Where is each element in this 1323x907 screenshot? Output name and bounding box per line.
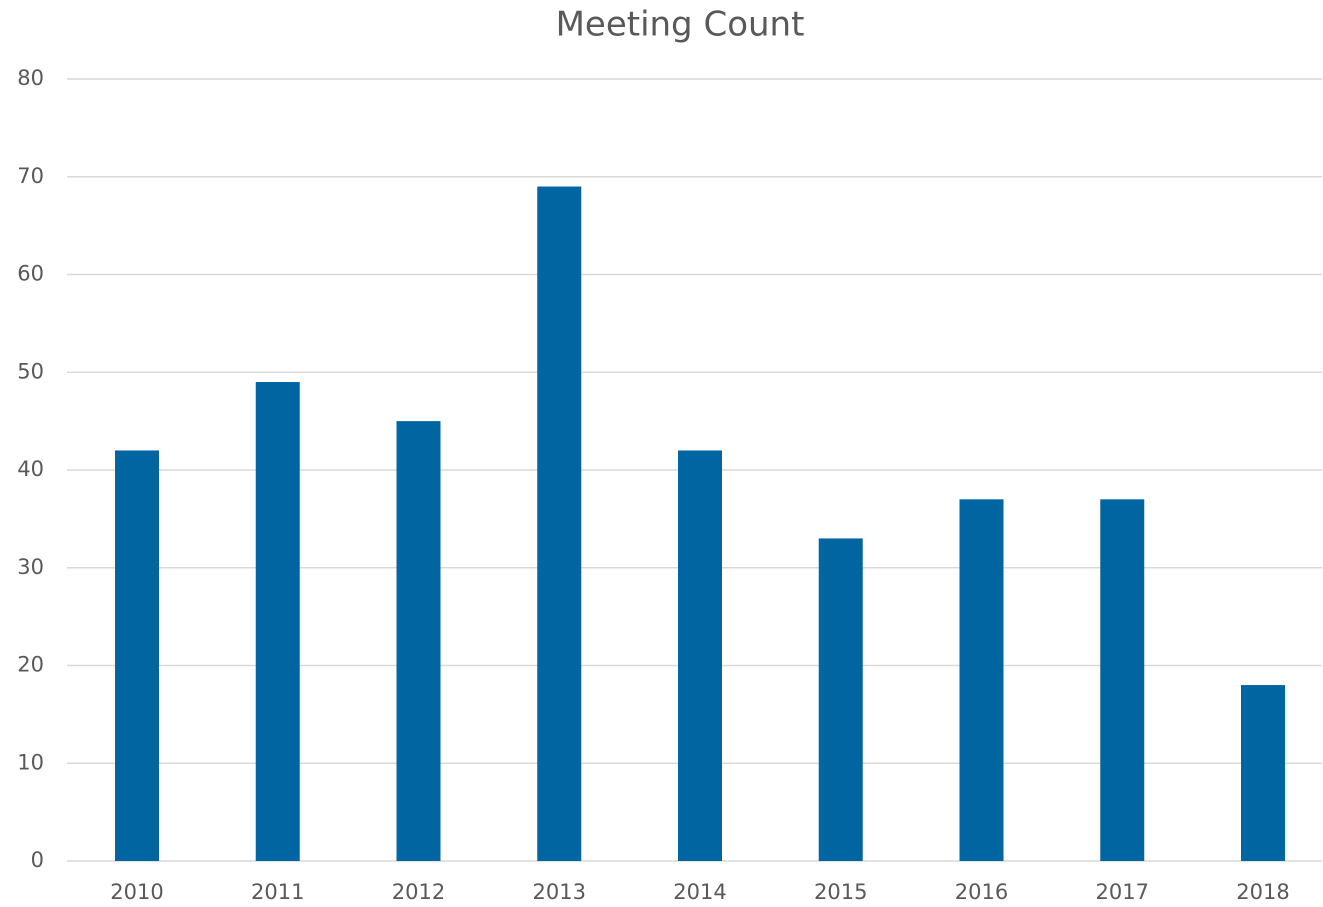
bar [959, 499, 1004, 861]
x-tick-label: 2015 [814, 880, 867, 904]
bar [115, 450, 159, 861]
x-tick-label: 2011 [251, 880, 304, 904]
bar [255, 382, 300, 861]
x-tick-label: 2012 [392, 880, 445, 904]
x-tick-label: 2013 [533, 880, 586, 904]
bar [1241, 685, 1285, 861]
y-tick-label: 60 [17, 262, 44, 286]
y-tick-label: 50 [17, 359, 44, 383]
x-tick-label: 2014 [673, 880, 726, 904]
bar [396, 421, 441, 861]
bar [678, 450, 722, 861]
y-tick-label: 20 [17, 653, 44, 677]
x-tick-label: 2018 [1236, 880, 1289, 904]
y-tick-label: 10 [17, 750, 44, 774]
y-tick-label: 70 [17, 164, 44, 188]
y-tick-label: 30 [17, 555, 44, 579]
x-tick-label: 2010 [110, 880, 163, 904]
x-tick-label: 2017 [1096, 880, 1149, 904]
bar [1100, 499, 1145, 861]
chart-title: Meeting Count [556, 5, 805, 45]
y-tick-label: 0 [31, 848, 44, 872]
bar [537, 186, 582, 861]
bar [818, 538, 863, 861]
y-tick-label: 40 [17, 457, 44, 481]
y-tick-label: 80 [17, 66, 44, 90]
x-tick-label: 2016 [955, 880, 1008, 904]
